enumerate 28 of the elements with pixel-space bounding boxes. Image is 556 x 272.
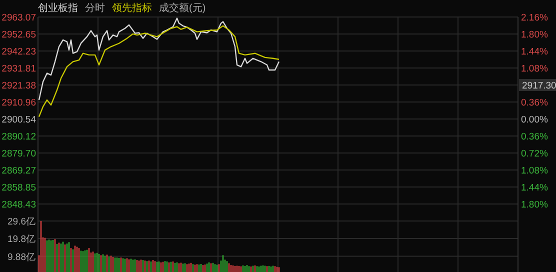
y-tick-label: 2931.81 — [2, 63, 36, 74]
y2-tick-label: 1.80% — [521, 30, 548, 40]
y2-tick-label: 0.72% — [521, 148, 548, 160]
y-tick-label: 2963.07 — [2, 12, 36, 24]
y2-tick-label: 0.36% — [521, 132, 548, 142]
y2-tick-label: 2.16% — [521, 12, 548, 24]
y2-tick-label: 1.44% — [521, 46, 548, 58]
y-tick-label: 2890.12 — [2, 131, 36, 142]
y-tick-label: 19.8亿 — [8, 234, 36, 246]
y2-tick-label: 0.36% — [521, 98, 548, 108]
y-tick-label: 2900.54 — [2, 114, 36, 126]
y-tick-label: 2952.65 — [2, 29, 36, 40]
y-tick-label: 2858.85 — [2, 182, 36, 194]
y2-tick-label: 1.44% — [521, 182, 548, 194]
y-tick-label: 9.88亿 — [8, 252, 36, 263]
y2-tick-label: 1.08% — [521, 64, 548, 74]
y-tick-label: 2848.43 — [2, 200, 36, 211]
y-tick-label: 2921.38 — [2, 80, 36, 92]
text: 2917.30 — [522, 80, 556, 92]
y2-tick-label: 1.80% — [521, 200, 548, 210]
y-tick-label: 2942.23 — [2, 46, 36, 58]
y-tick-label: 29.6亿 — [8, 216, 36, 228]
y-tick-label: 2910.96 — [2, 98, 36, 109]
y-tick-label: 2879.70 — [2, 148, 36, 160]
y2-tick-label: 0.00% — [521, 114, 548, 126]
y-tick-label: 2869.27 — [2, 166, 36, 177]
header: 创业板指 分时 领先指标 成交额(元) — [38, 3, 206, 14]
y2-tick-label: 1.08% — [521, 166, 548, 176]
